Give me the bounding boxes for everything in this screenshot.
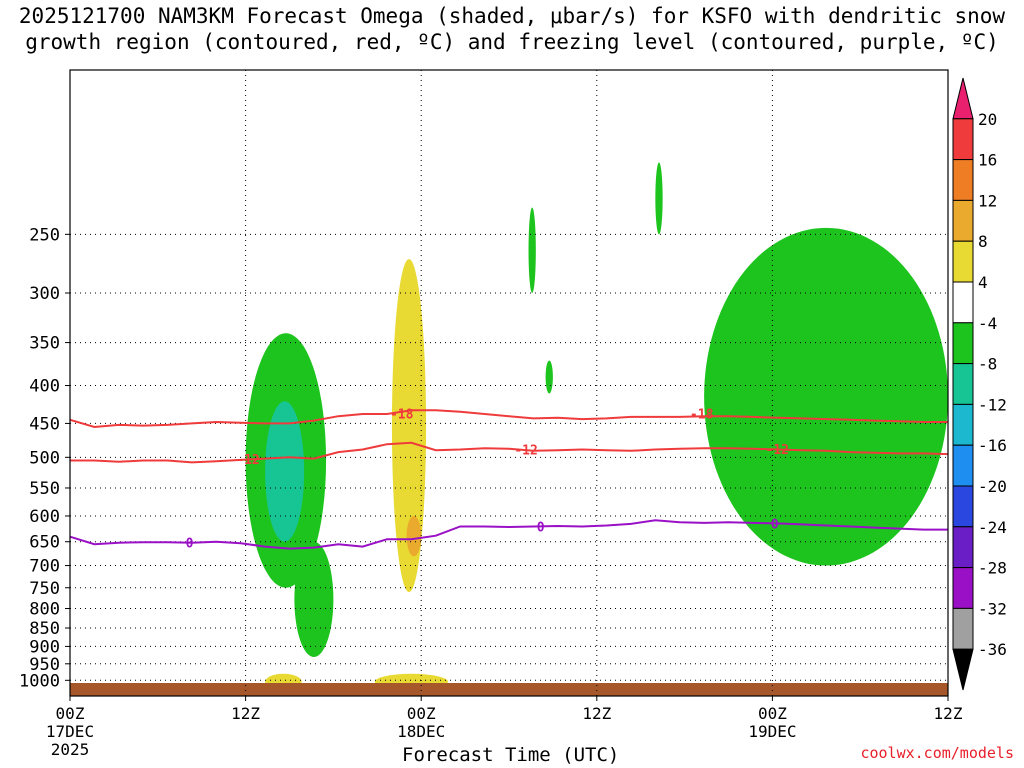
colorbar-segment <box>952 159 974 201</box>
colorbar-label: -16 <box>978 436 1007 455</box>
x-tick-label: 12Z <box>231 704 260 723</box>
colorbar-segment <box>952 281 974 324</box>
contour-line <box>69 519 948 550</box>
colorbar-label: -36 <box>978 640 1007 659</box>
colorbar: 20 16 12 8 4 -4 -8 -12 -16 -20 -24 -28 -32 -36 <box>952 77 1007 691</box>
x-tick-label: 00Z <box>56 704 85 723</box>
x-axis-label: Forecast Time (UTC) <box>402 744 620 766</box>
colorbar-label: -20 <box>978 477 1007 496</box>
colorbar-label: 4 <box>978 273 988 292</box>
x-tick-date-label: 17DEC <box>46 722 94 741</box>
y-tick-label: 950 <box>29 655 60 675</box>
omega-region-upward-motion <box>528 207 536 293</box>
y-tick-label: 250 <box>29 225 60 245</box>
x-tick-label: 12Z <box>934 704 963 723</box>
colorbar-segment <box>952 485 974 528</box>
colorbar-label: -4 <box>978 314 997 333</box>
colorbar-label: -28 <box>978 559 1007 578</box>
chart-title-line-2: growth region (contoured, red, ºC) and f… <box>25 30 999 54</box>
y-tick-label: 550 <box>29 479 60 499</box>
source-credit[interactable]: coolwx.com/models <box>860 744 1014 762</box>
y-tick-label: 1000 <box>19 671 60 691</box>
colorbar-label: 12 <box>978 191 997 210</box>
omega-region-upward-motion <box>655 162 663 235</box>
plot-frame <box>69 69 949 697</box>
contour-label: -18 <box>690 407 714 422</box>
contour-label: -12 <box>514 444 537 459</box>
colorbar-label: -8 <box>978 355 997 374</box>
contour-label: -18 <box>390 407 414 422</box>
contour-line <box>69 409 948 429</box>
colorbar-segment <box>952 363 974 405</box>
y-tick-label: 750 <box>29 579 60 599</box>
axes-layer: 2503003504004505005506006507007508008509… <box>19 69 963 759</box>
omega-region-downward-motion <box>406 515 422 557</box>
colorbar-segment <box>952 444 974 487</box>
y-tick-label: 800 <box>29 600 60 620</box>
colorbar-segment <box>952 648 974 691</box>
omega-region-upward-motion <box>265 401 305 542</box>
x-tick-label: 00Z <box>407 704 436 723</box>
contour-label: -12 <box>766 443 789 458</box>
contour-label: 0 <box>186 537 194 552</box>
colorbar-label: -12 <box>978 395 1007 414</box>
x-tick-label: 12Z <box>582 704 611 723</box>
omega-shading-layer <box>245 162 948 690</box>
y-tick-label: 650 <box>29 533 60 553</box>
colorbar-segment <box>952 77 974 120</box>
omega-region-upward-motion <box>545 360 553 394</box>
ground-bar-layer <box>70 683 948 696</box>
colorbar-segment <box>952 322 974 365</box>
x-tick-date-label: 19DEC <box>748 722 796 741</box>
y-tick-label: 300 <box>29 284 60 304</box>
contour-label: -12 <box>236 453 259 468</box>
colorbar-segment <box>952 403 974 446</box>
x-tick-year-label: 2025 <box>51 740 90 759</box>
colorbar-segment <box>952 567 974 609</box>
x-tick-label: 00Z <box>758 704 787 723</box>
ground-bar <box>70 683 948 696</box>
y-tick-label: 450 <box>29 414 60 434</box>
contour-label: 0 <box>771 517 779 532</box>
colorbar-segment <box>952 607 974 650</box>
omega-region-upward-motion <box>294 541 334 657</box>
colorbar-segment <box>952 526 974 569</box>
colorbar-label: 8 <box>978 232 988 251</box>
colorbar-label: -24 <box>978 518 1007 537</box>
colorbar-label: 20 <box>978 110 997 129</box>
contour-line <box>70 441 949 464</box>
colorbar-segment <box>952 240 974 283</box>
colorbar-segment <box>952 199 974 242</box>
colorbar-label: 16 <box>978 151 997 170</box>
colorbar-segment <box>952 118 974 161</box>
y-tick-label: 400 <box>29 377 60 397</box>
contour-label: 0 <box>537 521 545 536</box>
y-tick-label: 350 <box>29 334 60 354</box>
contour-layer: -18 -18 -12 -12 -12 0 0 0 <box>69 407 949 552</box>
y-tick-label: 900 <box>29 637 60 657</box>
omega-region-upward-motion <box>704 227 948 566</box>
y-tick-label: 700 <box>29 557 60 577</box>
y-tick-label: 600 <box>29 507 60 527</box>
chart-title-line-1: 2025121700 NAM3KM Forecast Omega (shaded… <box>18 4 1006 28</box>
y-tick-label: 850 <box>29 619 60 639</box>
colorbar-label: -32 <box>978 599 1007 618</box>
y-tick-label: 500 <box>29 448 60 468</box>
x-tick-date-label: 18DEC <box>397 722 445 741</box>
